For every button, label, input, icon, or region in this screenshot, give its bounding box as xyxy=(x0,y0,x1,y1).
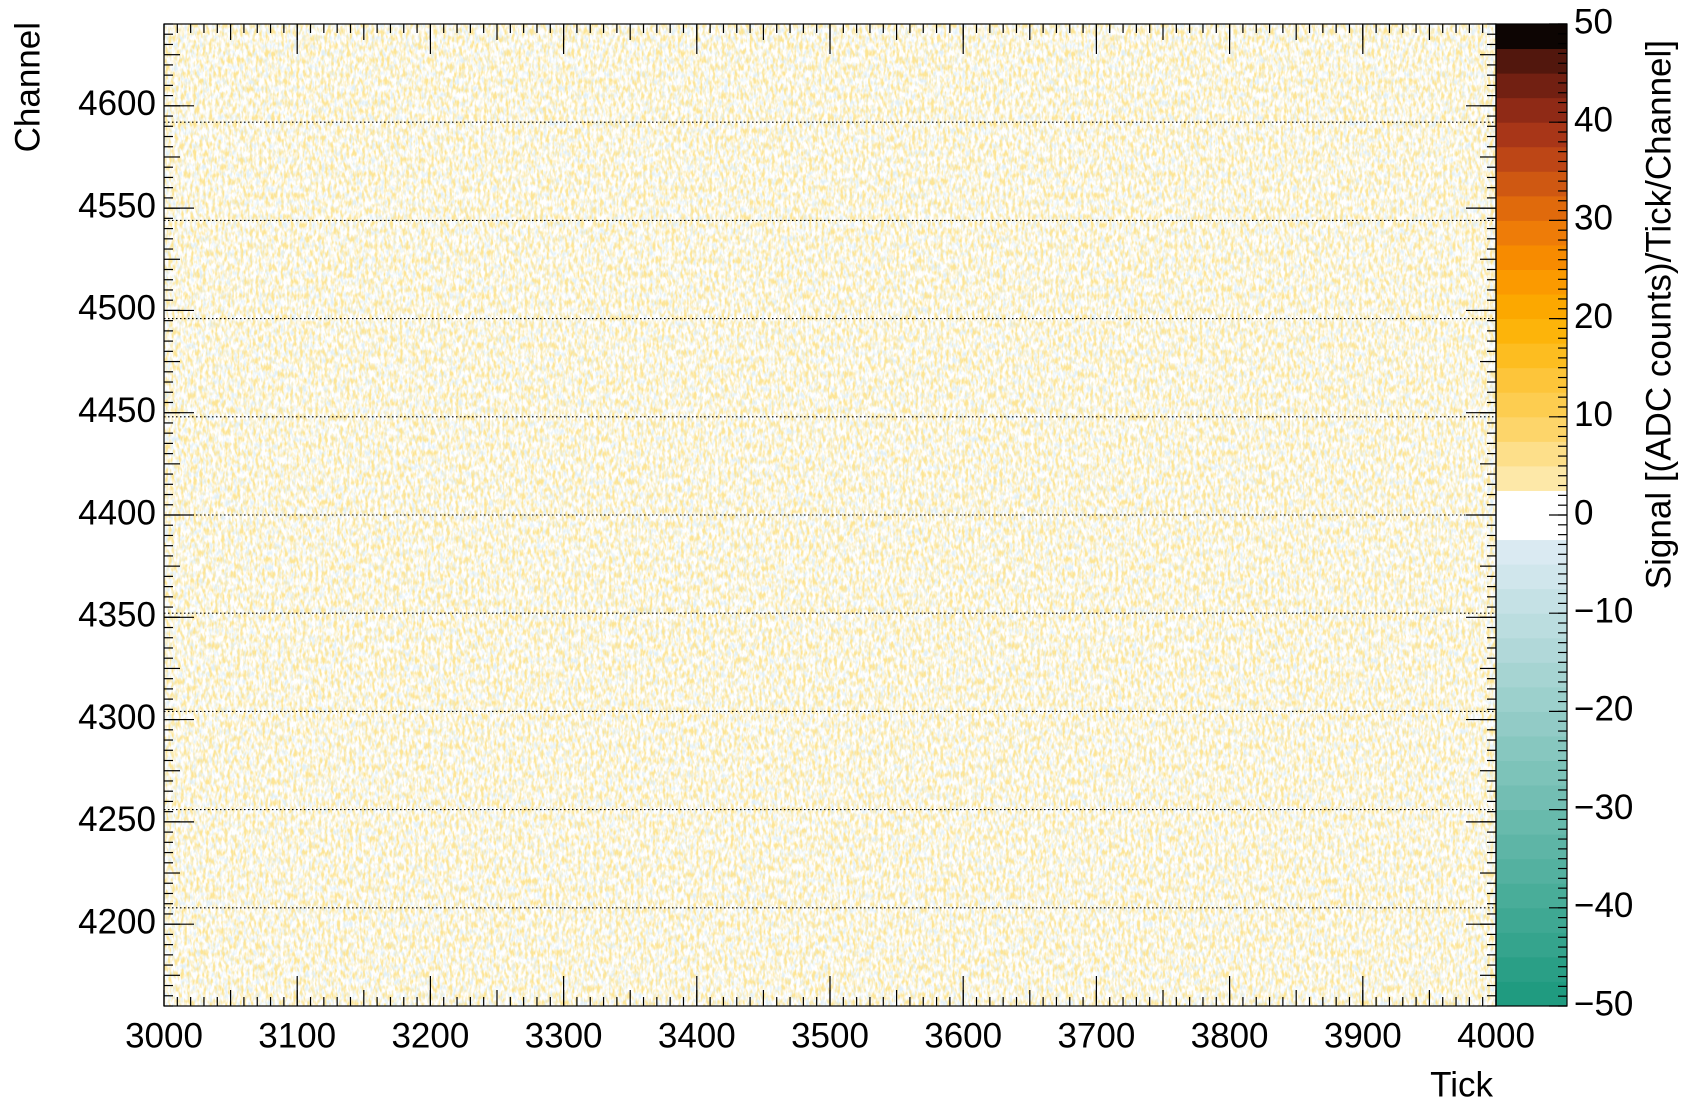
texture xyxy=(164,24,1496,1006)
palette-band xyxy=(1496,834,1567,860)
palette-band xyxy=(1496,883,1567,909)
palette-band xyxy=(1496,907,1567,933)
palette-band xyxy=(1496,441,1567,467)
y-tick-label: 4250 xyxy=(78,800,156,839)
palette-band xyxy=(1496,613,1567,639)
palette-band xyxy=(1496,981,1567,1007)
palette-band xyxy=(1496,539,1567,565)
x-tick-label: 4000 xyxy=(1457,1016,1535,1055)
palette-band xyxy=(1496,294,1567,320)
palette-band xyxy=(1496,24,1567,50)
y-tick-label: 4350 xyxy=(78,596,156,635)
x-tick-label: 3600 xyxy=(924,1016,1002,1055)
marks: 3000 3100 3200 3300 3400 3500 3600 3700 3800 3900… xyxy=(78,2,1633,1055)
z-tick-label: 40 xyxy=(1574,100,1613,139)
palette-band xyxy=(1496,97,1567,123)
palette-band xyxy=(1496,48,1567,74)
x-tick-label: 3200 xyxy=(391,1016,469,1055)
y-tick-label: 4300 xyxy=(78,698,156,737)
x-tick-label: 3400 xyxy=(658,1016,736,1055)
palette-band xyxy=(1496,686,1567,712)
z-tick-label: −20 xyxy=(1574,690,1633,729)
z-tick-label: 20 xyxy=(1574,297,1613,336)
palette-band xyxy=(1496,318,1567,344)
palette-band xyxy=(1496,735,1567,761)
palette-band xyxy=(1496,490,1567,516)
palette-band xyxy=(1496,809,1567,835)
palette-band xyxy=(1496,932,1567,958)
y-tick-label: 4200 xyxy=(78,902,156,941)
y-tick-label: 4550 xyxy=(78,186,156,225)
y-tick-label: 4450 xyxy=(78,391,156,430)
palette-band xyxy=(1496,465,1567,491)
x-tick-label: 3100 xyxy=(258,1016,336,1055)
palette-band xyxy=(1496,220,1567,246)
palette-band xyxy=(1496,662,1567,688)
palette-band xyxy=(1496,122,1567,148)
z-tick-label: 30 xyxy=(1574,199,1613,238)
palette-band xyxy=(1496,515,1567,541)
palette-band xyxy=(1496,367,1567,393)
palette-band xyxy=(1496,392,1567,418)
z-tick-label: 0 xyxy=(1574,493,1593,532)
palette-band xyxy=(1496,858,1567,884)
palette-band xyxy=(1496,146,1567,172)
palette-band xyxy=(1496,956,1567,982)
y-tick-label: 4500 xyxy=(78,289,156,328)
palette-band xyxy=(1496,195,1567,221)
palette-band xyxy=(1496,637,1567,663)
z-axis-title: Signal [(ADC counts)/Tick/Channel] xyxy=(1639,40,1678,589)
palette-band xyxy=(1496,785,1567,811)
z-tick-label: −50 xyxy=(1574,984,1633,1023)
y-axis-title: Channel xyxy=(8,22,47,152)
x-tick-label: 3700 xyxy=(1057,1016,1135,1055)
palette-band xyxy=(1496,244,1567,270)
x-tick-label: 3300 xyxy=(525,1016,603,1055)
palette-band xyxy=(1496,588,1567,614)
palette-band xyxy=(1496,760,1567,786)
y-tick-label: 4400 xyxy=(78,493,156,532)
x-axis-title: Tick xyxy=(1430,1065,1493,1104)
z-tick-label: 50 xyxy=(1574,2,1613,41)
z-tick-label: 10 xyxy=(1574,395,1613,434)
x-tick-label: 3500 xyxy=(791,1016,869,1055)
palette-band xyxy=(1496,564,1567,590)
palette-band xyxy=(1496,343,1567,369)
z-tick-label: −40 xyxy=(1574,886,1633,925)
y-tick-label: 4600 xyxy=(78,84,156,123)
palette-band xyxy=(1496,416,1567,442)
palette-band xyxy=(1496,711,1567,737)
x-tick-label: 3800 xyxy=(1191,1016,1269,1055)
palette-band xyxy=(1496,269,1567,295)
palette-band xyxy=(1496,171,1567,197)
z-tick-label: −10 xyxy=(1574,591,1633,630)
x-tick-label: 3000 xyxy=(125,1016,203,1055)
palette-band xyxy=(1496,73,1567,99)
x-tick-label: 3900 xyxy=(1324,1016,1402,1055)
z-tick-label: −30 xyxy=(1574,788,1633,827)
